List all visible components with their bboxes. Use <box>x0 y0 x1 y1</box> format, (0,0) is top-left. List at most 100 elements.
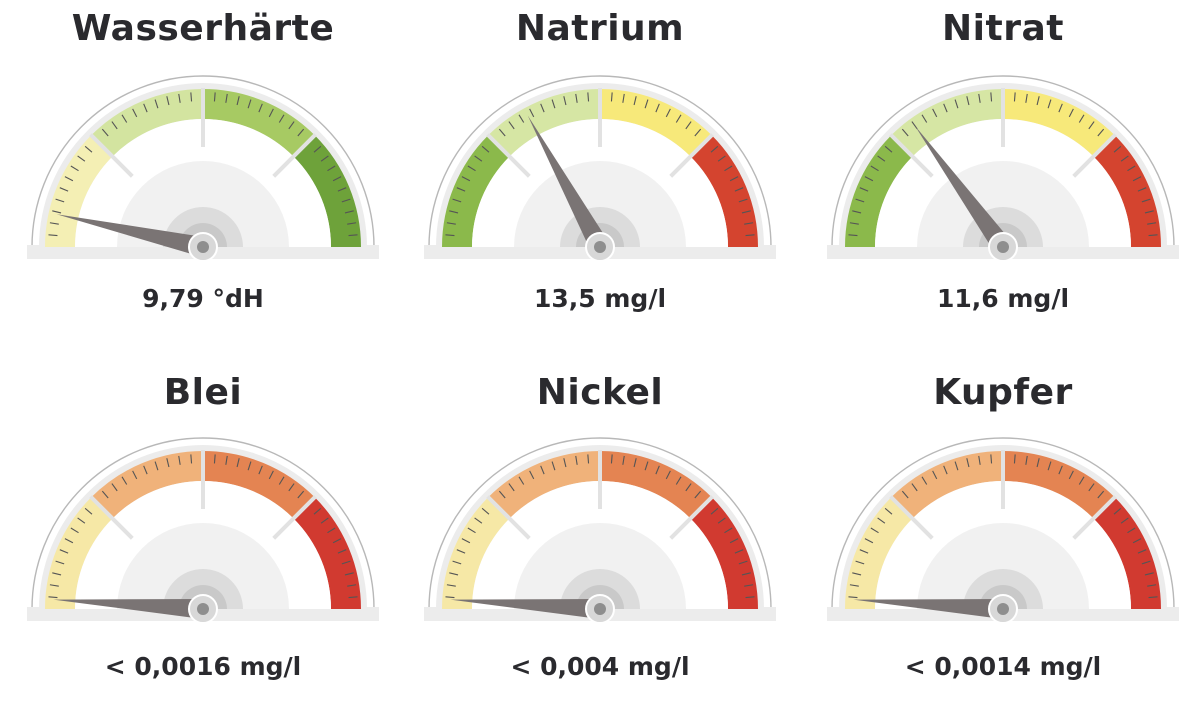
gauge-separator <box>272 495 317 540</box>
gauge-tick <box>49 222 59 225</box>
gauge-tick <box>954 461 959 471</box>
gauge-tick <box>449 572 459 576</box>
gauge-tick <box>655 465 660 475</box>
gauge-tick <box>111 121 118 130</box>
gauge-pivot-center <box>197 603 209 615</box>
gauge-card-wasserhaerte: Wasserhärte 9,79 °dH <box>8 0 398 350</box>
gauge-needle <box>914 125 1012 253</box>
gauge-segment <box>91 451 203 519</box>
gauge-tick <box>178 93 181 103</box>
gauge-tick <box>166 458 170 468</box>
gauge-tick <box>990 454 993 464</box>
gauge-hub-outer <box>117 161 289 247</box>
gauge-tick <box>729 176 739 182</box>
gauge-tick <box>59 549 69 554</box>
gauge-segment <box>293 135 361 247</box>
gauge-separator <box>1072 133 1117 178</box>
gauge-tick <box>154 99 159 109</box>
gauge-tick <box>852 572 862 576</box>
gauge-tick <box>1148 596 1158 599</box>
gauge-tick <box>64 538 74 544</box>
gauge-tick <box>1113 507 1122 515</box>
gauge-tick <box>213 454 216 464</box>
gauge-tick <box>213 92 216 102</box>
gauge-tick <box>320 517 329 524</box>
gauge-tick <box>1144 210 1154 214</box>
gauge-tick <box>675 476 682 485</box>
gauge-tick <box>978 93 981 103</box>
gauge-tick <box>551 461 556 471</box>
gauge-tick <box>911 483 918 492</box>
gauge-tick <box>921 476 928 485</box>
gauge-tick <box>610 92 613 102</box>
gauge-needle <box>527 115 609 252</box>
gauge-tick <box>1137 187 1147 192</box>
gauge-tick <box>622 455 625 465</box>
gauge-segment <box>45 135 113 247</box>
gauge-tick <box>1025 455 1028 465</box>
gauge-tick <box>1013 454 1016 464</box>
gauge-tick <box>278 114 285 123</box>
gauge-tick <box>1058 103 1063 113</box>
gauge-segment <box>1093 497 1161 609</box>
gauge-tick <box>344 572 354 576</box>
gauge-tick <box>855 198 865 203</box>
gauge-separator <box>889 495 934 540</box>
gauge-tick <box>1078 476 1085 485</box>
gauge-dial <box>424 75 776 262</box>
gauge-tick <box>190 454 193 464</box>
gauge-outer-arc <box>428 75 772 248</box>
gauge-tick <box>644 99 649 109</box>
gauge-tick <box>848 234 858 237</box>
gauge-separator <box>486 495 531 540</box>
gauge-tick <box>467 527 476 534</box>
gauge-separator <box>669 495 714 540</box>
gauge-tick <box>685 483 692 492</box>
gauge-tick <box>575 455 578 465</box>
gauge-segment <box>442 497 510 609</box>
gauge-tick <box>563 96 567 106</box>
gauge-tick <box>1036 96 1040 106</box>
gauge-tick <box>849 584 859 587</box>
gauge-tick <box>1120 517 1129 524</box>
gauge-tick <box>190 92 193 102</box>
gauge-segment <box>45 497 113 609</box>
gauge-tick <box>966 458 970 468</box>
gauge-tick <box>644 461 649 471</box>
gauge-tick <box>49 584 59 587</box>
gauge-segment <box>845 135 913 247</box>
gauge-tick <box>587 92 590 102</box>
gauge-tick <box>341 560 351 565</box>
gauge-tick <box>474 517 483 524</box>
gauge-tick <box>1068 470 1074 480</box>
gauge-outer-arc <box>428 437 772 610</box>
gauge-tick <box>529 108 535 118</box>
gauge-tick <box>1141 560 1151 565</box>
gauge-tick <box>247 461 252 471</box>
gauge-tick <box>52 572 62 576</box>
gauge-tick <box>467 165 476 172</box>
gauge-separator <box>89 133 134 178</box>
gauge-dial <box>27 75 379 262</box>
gauge-value: < 0,0016 mg/l <box>104 652 302 681</box>
gauge-tick <box>1148 234 1158 237</box>
gauge-tick <box>717 517 726 524</box>
gauge-tick <box>540 103 545 113</box>
gauge-tick <box>741 210 751 214</box>
gauge-tick <box>744 584 754 587</box>
gauge-tick <box>84 507 93 515</box>
gauge-tick <box>1088 483 1095 492</box>
gauge-tick <box>1078 114 1085 123</box>
gauge-tick <box>498 490 506 499</box>
gauge-tick <box>48 234 58 237</box>
gauge-tick <box>77 155 86 162</box>
gauge-tick <box>452 560 462 565</box>
gauge-tick <box>481 145 490 153</box>
gauge-needle <box>450 599 601 619</box>
gauge-tick <box>236 96 240 106</box>
gauge-title: Blei <box>163 372 243 413</box>
gauge-separator <box>669 133 714 178</box>
gauge-value: 11,6 mg/l <box>936 284 1070 313</box>
gauge-tick <box>445 596 455 599</box>
gauge-tick <box>178 455 181 465</box>
